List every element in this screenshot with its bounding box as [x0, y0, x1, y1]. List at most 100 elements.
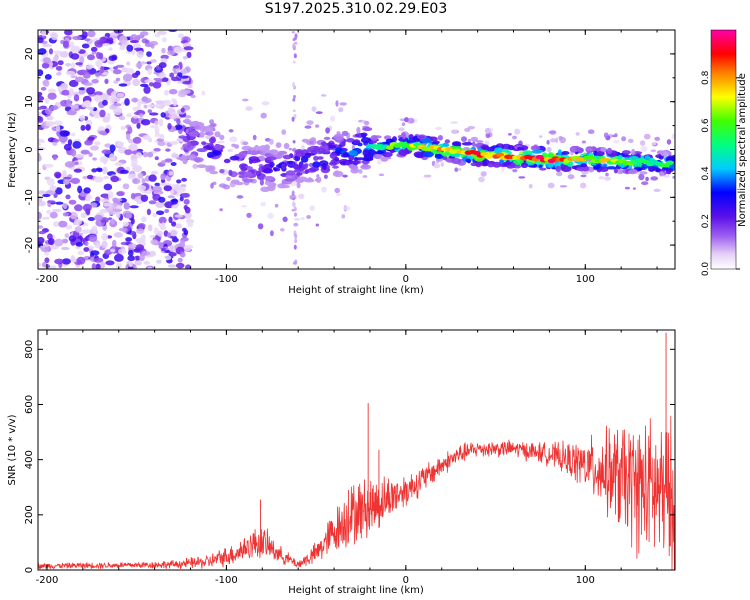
noise-blob — [75, 62, 83, 66]
noise-blob — [99, 261, 106, 269]
noise-blob — [129, 34, 139, 42]
ridge-blob — [370, 135, 378, 141]
noise-blob — [64, 233, 70, 239]
ridge-blob — [492, 161, 502, 168]
noise-blob — [281, 129, 287, 135]
noise-blob — [190, 94, 196, 99]
noise-blob — [153, 148, 161, 152]
ridge-blob — [219, 134, 225, 141]
noise-blob — [131, 72, 139, 78]
noise-blob — [293, 218, 301, 221]
noise-blob — [227, 148, 234, 153]
noise-blob — [109, 144, 116, 153]
ridge-blob — [360, 132, 368, 137]
ridge-blob — [335, 147, 342, 153]
ridge-blob — [561, 151, 570, 155]
noise-blob — [166, 232, 172, 238]
ridge-blob — [362, 127, 373, 132]
noise-blob — [100, 93, 109, 101]
noise-blob — [68, 235, 77, 242]
ridge-blob — [631, 148, 636, 156]
ridge-blob — [591, 162, 597, 166]
ridge-blob — [530, 145, 541, 151]
noise-blob — [44, 97, 50, 104]
noise-blob — [104, 78, 109, 85]
snr-frame — [37, 329, 676, 571]
ridge-blob — [184, 155, 196, 160]
ridge-blob — [309, 141, 314, 144]
noise-blob — [139, 83, 149, 87]
noise-blob — [464, 127, 471, 132]
spectrogram-xtick-label: 100 — [576, 274, 595, 285]
ridge-blob — [360, 164, 371, 170]
noise-blob — [380, 156, 389, 162]
colorbar-tick-label: 0.2 — [701, 214, 711, 228]
noise-blob — [164, 89, 169, 96]
noise-blob — [139, 254, 145, 262]
noise-blob — [261, 101, 270, 106]
ridge-blob — [628, 169, 638, 175]
noise-blob — [472, 141, 476, 148]
noise-blob — [663, 174, 670, 178]
noise-blob — [38, 116, 44, 123]
noise-blob — [114, 162, 124, 166]
noise-blob — [38, 190, 47, 195]
noise-blob — [148, 200, 157, 205]
noise-blob — [157, 230, 163, 237]
noise-blob — [72, 35, 83, 41]
noise-blob — [48, 238, 55, 246]
noise-blob — [57, 85, 63, 93]
ridge-blob — [309, 166, 320, 172]
noise-blob — [154, 126, 160, 135]
ridge-blob — [321, 141, 327, 147]
noise-blob — [108, 55, 117, 61]
ridge-blob — [182, 143, 187, 149]
noise-blob — [315, 124, 320, 128]
ridge-blob — [606, 166, 617, 170]
noise-blob — [59, 130, 70, 137]
noise-blob — [555, 137, 559, 143]
noise-blob — [260, 202, 266, 207]
noise-blob — [64, 30, 73, 36]
spectrogram-ytick-label: 0 — [24, 146, 35, 152]
noise-blob — [309, 205, 315, 212]
ridge-blob — [352, 139, 361, 145]
noise-blob — [127, 255, 135, 262]
noise-blob — [85, 124, 91, 131]
noise-blob — [127, 266, 134, 269]
ridge-blob — [273, 167, 278, 172]
noise-blob — [139, 31, 149, 36]
noise-blob — [338, 107, 344, 113]
noise-blob — [93, 91, 103, 96]
noise-blob — [77, 185, 83, 194]
noise-blob — [84, 140, 93, 146]
noise-blob — [53, 221, 59, 227]
ridge-blob — [659, 171, 665, 177]
noise-blob — [229, 136, 238, 143]
snr-xtick-label: -100 — [215, 575, 238, 586]
noise-blob — [168, 88, 178, 95]
noise-blob — [334, 187, 341, 194]
ridge-blob — [333, 133, 344, 140]
ridge-blob — [516, 146, 525, 151]
noise-blob — [38, 230, 46, 235]
noise-blob — [181, 186, 186, 192]
ridge-blob — [376, 154, 382, 160]
ridge-blob — [275, 142, 282, 148]
ridge-blob — [214, 131, 221, 138]
ridge-blob — [243, 178, 254, 183]
noise-blob — [103, 175, 110, 180]
noise-blob — [41, 62, 50, 69]
ridge-blob — [194, 125, 201, 130]
noise-blob — [109, 248, 116, 253]
noise-blob — [118, 115, 126, 121]
noise-blob — [87, 30, 96, 38]
noise-blob — [56, 72, 62, 76]
colorbar-tick-label: 0.4 — [701, 166, 711, 181]
noise-blob — [143, 104, 148, 109]
noise-blob — [98, 126, 105, 132]
noise-blob — [158, 216, 167, 224]
noise-blob — [87, 54, 95, 61]
noise-blob — [174, 223, 182, 229]
noise-blob — [293, 53, 297, 58]
